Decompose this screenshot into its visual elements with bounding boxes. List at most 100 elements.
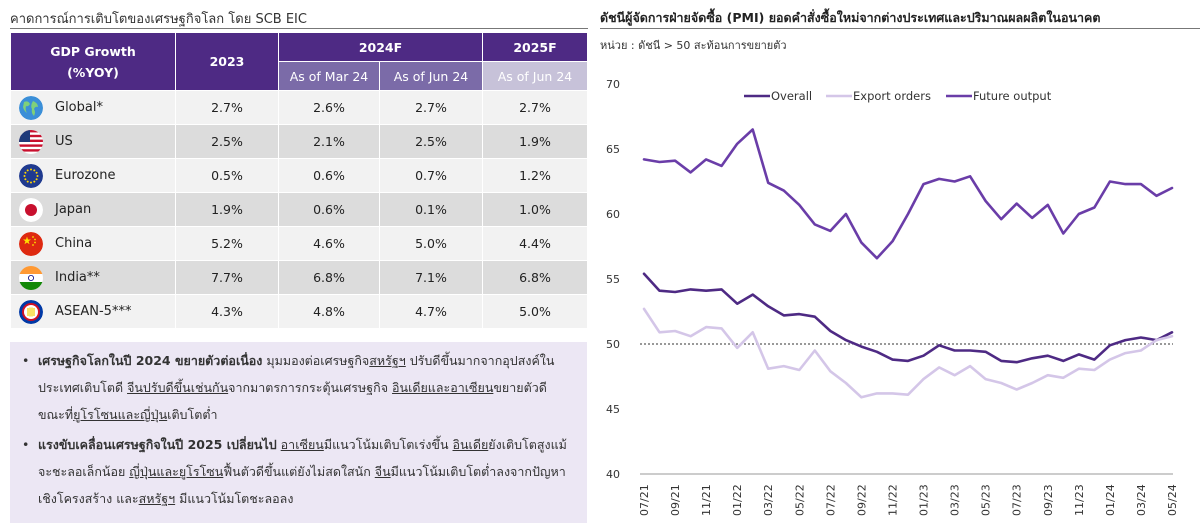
x-tick-label: 01/22 bbox=[731, 484, 744, 516]
legend-label: Export orders bbox=[853, 89, 931, 103]
note-text: มีแนวโน้มเติบโตเร่งขึ้น bbox=[323, 437, 453, 452]
series-line-future-output bbox=[642, 128, 1174, 260]
country-name: Eurozone bbox=[55, 168, 116, 183]
x-tick-label: 01/23 bbox=[918, 484, 931, 516]
value-2025: 1.0% bbox=[482, 192, 588, 227]
header-2023: 2023 bbox=[175, 32, 279, 91]
table-row: Eurozone 0.5% 0.6% 0.7% 1.2% bbox=[10, 158, 588, 193]
x-tick-label: 05/24 bbox=[1166, 484, 1179, 516]
table-row: US 2.5% 2.1% 2.5% 1.9% bbox=[10, 124, 588, 159]
chart-subtitle: หน่วย : ดัชนี > 50 สะท้อนการขยายตัว bbox=[600, 39, 787, 52]
note-highlight: สหรัฐฯ bbox=[138, 491, 176, 506]
value-2025: 1.9% bbox=[482, 124, 588, 159]
header-gdp-growth: GDP Growth (%YOY) bbox=[10, 32, 176, 91]
india-flag-icon bbox=[19, 265, 43, 290]
y-tick-label: 60 bbox=[606, 208, 620, 221]
value-2023: 7.7% bbox=[175, 260, 279, 295]
x-tick-label: 03/23 bbox=[949, 484, 962, 516]
value-2024-jun: 2.7% bbox=[379, 90, 483, 125]
value-2024-jun: 5.0% bbox=[379, 226, 483, 261]
commentary-note-1: • เศรษฐกิจโลกในปี 2024 ขยายตัวต่อเนื่อง … bbox=[22, 347, 577, 428]
value-2024-jun: 2.5% bbox=[379, 124, 483, 159]
note-text: มีแนวโน้มโตชะลอลง bbox=[175, 491, 294, 506]
value-2023: 2.7% bbox=[175, 90, 279, 125]
value-2023: 2.5% bbox=[175, 124, 279, 159]
table-row: Japan 1.9% 0.6% 0.1% 1.0% bbox=[10, 192, 588, 227]
x-tick-label: 09/23 bbox=[1042, 484, 1055, 516]
note-2-headline: แรงขับเคลื่อนเศรษฐกิจในปี 2025 เปลี่ยนไป bbox=[38, 437, 277, 452]
table-row: Global* 2.7% 2.6% 2.7% 2.7% bbox=[10, 90, 588, 125]
header-gdp-growth-label: GDP Growth bbox=[50, 43, 136, 59]
x-tick-label: 05/23 bbox=[980, 484, 993, 516]
value-2024-mar: 0.6% bbox=[278, 192, 380, 227]
title-divider bbox=[600, 28, 1200, 29]
value-2025: 2.7% bbox=[482, 90, 588, 125]
series-line-overall bbox=[642, 272, 1174, 364]
note-text: เติบโตต่ำ bbox=[167, 407, 218, 422]
asean-flag-icon bbox=[19, 299, 43, 324]
country-name: Japan bbox=[55, 202, 92, 217]
value-2024-mar: 4.8% bbox=[278, 294, 380, 329]
bullet-icon: • bbox=[22, 437, 30, 452]
value-2023: 1.9% bbox=[175, 192, 279, 227]
value-2024-mar: 2.1% bbox=[278, 124, 380, 159]
x-tick-label: 11/23 bbox=[1073, 484, 1086, 516]
note-highlight: ยูโรโซนและญี่ปุ่น bbox=[73, 407, 168, 422]
y-tick-label: 40 bbox=[606, 468, 620, 481]
header-2024-mar: As of Mar 24 bbox=[278, 61, 380, 91]
legend-label: Future output bbox=[973, 89, 1052, 103]
header-2024-jun: As of Jun 24 bbox=[379, 61, 483, 91]
table-row: China 5.2% 4.6% 5.0% 4.4% bbox=[10, 226, 588, 261]
bullet-icon: • bbox=[22, 353, 30, 368]
table-row: ASEAN-5*** 4.3% 4.8% 4.7% 5.0% bbox=[10, 294, 588, 329]
commentary-box: • เศรษฐกิจโลกในปี 2024 ขยายตัวต่อเนื่อง … bbox=[10, 342, 587, 523]
value-2023: 5.2% bbox=[175, 226, 279, 261]
us-flag-icon bbox=[19, 129, 43, 154]
x-tick-label: 03/24 bbox=[1135, 484, 1148, 516]
commentary-note-2: • แรงขับเคลื่อนเศรษฐกิจในปี 2025 เปลี่ยน… bbox=[22, 431, 577, 512]
value-2025: 4.4% bbox=[482, 226, 588, 261]
value-2024-mar: 4.6% bbox=[278, 226, 380, 261]
note-text: มีแนวโน้มเติบโตต่ำลงจากปัญหาเชิงโครงสร้า… bbox=[38, 464, 566, 506]
note-highlight: อินเดีย bbox=[452, 437, 489, 452]
note-highlight: สหรัฐฯ bbox=[369, 353, 406, 368]
note-highlight: จีน bbox=[374, 464, 391, 479]
y-tick-label: 65 bbox=[606, 143, 620, 156]
note-text: ฟื้นตัวดีขึ้นแต่ยังไม่สดใสนัก bbox=[223, 464, 375, 479]
note-highlight: จีนปรับดีขึ้นเช่นกัน bbox=[127, 380, 229, 395]
pmi-chart-panel: ดัชนีผู้จัดการฝ่ายจัดซื้อ (PMI) ยอดคำสั่… bbox=[595, 0, 1204, 530]
x-tick-label: 07/22 bbox=[824, 484, 837, 516]
header-2025f: 2025F bbox=[482, 32, 588, 62]
country-name: US bbox=[55, 134, 73, 149]
japan-flag-icon bbox=[19, 197, 43, 222]
value-2024-mar: 0.6% bbox=[278, 158, 380, 193]
country-name: Global* bbox=[55, 100, 103, 115]
y-tick-label: 50 bbox=[606, 338, 620, 351]
legend-label: Overall bbox=[771, 89, 812, 103]
y-tick-label: 55 bbox=[606, 273, 620, 286]
pmi-line-chart: 40 45 50 55 60 65 70 07/21 09/21 11/21 01/22 03/22 0… bbox=[606, 78, 1179, 516]
x-tick-label: 07/21 bbox=[638, 484, 651, 516]
note-text: ขยายตัวดี ขณะที่ bbox=[38, 380, 547, 422]
value-2024-jun: 4.7% bbox=[379, 294, 483, 329]
note-highlight: อินเดียและอาเซียน bbox=[392, 380, 494, 395]
value-2025: 1.2% bbox=[482, 158, 588, 193]
globe-icon bbox=[19, 95, 43, 120]
gdp-forecast-table: GDP Growth (%YOY) 2023 2024F 2025F As of… bbox=[10, 32, 588, 329]
x-tick-label: 03/22 bbox=[762, 484, 775, 516]
x-tick-label: 01/24 bbox=[1104, 484, 1117, 516]
country-name: ASEAN-5*** bbox=[55, 304, 132, 319]
note-1-headline: เศรษฐกิจโลกในปี 2024 ขยายตัวต่อเนื่อง bbox=[38, 353, 263, 368]
x-tick-label: 11/22 bbox=[886, 484, 899, 516]
x-tick-label: 11/21 bbox=[700, 484, 713, 516]
country-name: China bbox=[55, 236, 93, 251]
note-text: ปรับดีขึ้นมากจากอุปสงค์ในประเทศเติบโตดี bbox=[38, 353, 555, 395]
header-yoy-label: (%YOY) bbox=[67, 64, 119, 80]
value-2025: 5.0% bbox=[482, 294, 588, 329]
title-divider bbox=[10, 28, 588, 29]
value-2023: 0.5% bbox=[175, 158, 279, 193]
value-2024-mar: 6.8% bbox=[278, 260, 380, 295]
header-2025-jun: As of Jun 24 bbox=[482, 61, 588, 91]
eu-flag-icon bbox=[19, 163, 43, 188]
value-2024-jun: 0.1% bbox=[379, 192, 483, 227]
